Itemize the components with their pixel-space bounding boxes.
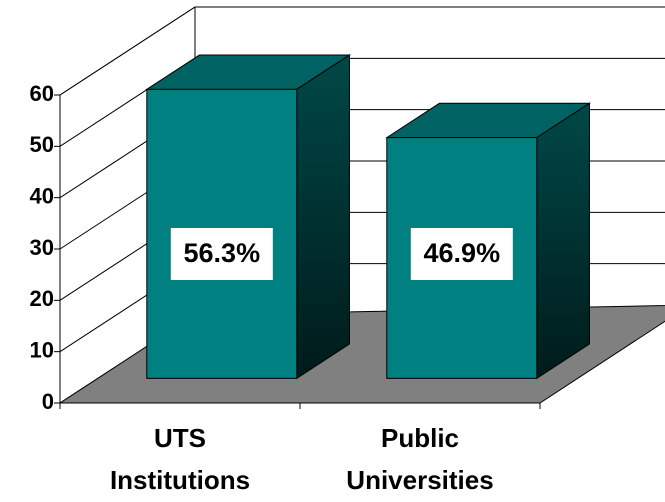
bar-side bbox=[296, 54, 350, 380]
y-tick-label: 60 bbox=[30, 81, 54, 106]
value-label-box bbox=[410, 228, 513, 280]
x-tick-label: Public bbox=[381, 423, 459, 453]
y-tick-label: 10 bbox=[30, 337, 54, 362]
value-label-box bbox=[170, 228, 273, 280]
x-tick-label: Institutions bbox=[110, 465, 250, 495]
y-tick-label: 50 bbox=[30, 132, 54, 157]
y-tick-label: 20 bbox=[30, 286, 54, 311]
x-tick-label: UTS bbox=[154, 423, 206, 453]
value-label: 56.3% bbox=[184, 238, 261, 268]
y-tick-label: 40 bbox=[30, 183, 54, 208]
y-tick-label: 0 bbox=[42, 389, 54, 414]
value-label: 46.9% bbox=[424, 238, 501, 268]
y-tick-label: 30 bbox=[30, 235, 54, 260]
bar-side bbox=[536, 102, 590, 380]
x-tick-label: Universities bbox=[346, 465, 493, 495]
wall-edge bbox=[59, 6, 196, 96]
